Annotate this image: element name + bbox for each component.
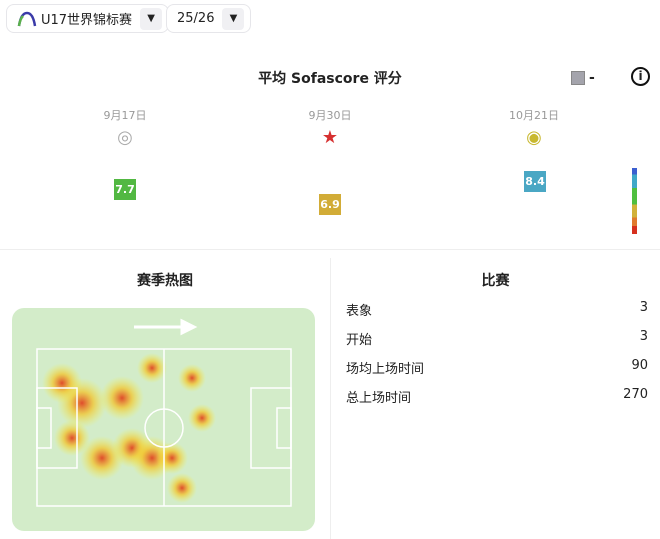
rating-title: 平均 Sofascore 评分 — [258, 71, 402, 87]
season-selector[interactable]: 25/26 ▼ — [166, 4, 252, 33]
match-date: 10月21日 — [509, 109, 559, 122]
stat-value: 3 — [639, 329, 648, 344]
rating-badge[interactable]: 8.4 — [524, 171, 546, 192]
heatmap-pitch — [12, 308, 315, 531]
stats-title: 比赛 — [481, 273, 510, 289]
stat-label: 总上场时间 — [346, 391, 412, 406]
season-value: 25/26 — [177, 11, 215, 26]
rating-badge[interactable]: 6.9 — [319, 194, 341, 215]
stat-row: 场均上场时间 90 — [346, 358, 648, 377]
rating-badge[interactable]: 7.7 — [114, 179, 136, 200]
stat-label: 开始 — [346, 333, 373, 348]
stat-row: 表象 3 — [346, 300, 648, 319]
heat-blobs — [42, 353, 216, 503]
stat-value: 90 — [631, 358, 648, 373]
stat-value: 270 — [623, 387, 648, 402]
rating-color-scale — [632, 168, 637, 234]
pitch-lines — [36, 348, 292, 507]
tournament-name: U17世界锦标赛 — [41, 13, 133, 28]
stat-value: 3 — [639, 300, 648, 315]
rating-legend: - — [571, 70, 595, 86]
divider — [330, 258, 331, 539]
stat-row: 开始 3 — [346, 329, 648, 348]
tournament-selector[interactable]: U17世界锦标赛 ▼ — [6, 4, 170, 33]
red-star-crest-icon: ★ — [321, 127, 339, 148]
chevron-down-icon[interactable]: ▼ — [222, 7, 245, 30]
divider — [0, 249, 660, 250]
info-icon[interactable]: i — [631, 67, 650, 86]
heatmap-title: 赛季热图 — [137, 273, 193, 289]
legend-swatch — [571, 71, 585, 85]
legend-value: - — [589, 70, 595, 86]
match-date: 9月30日 — [308, 109, 352, 122]
union-sg-crest-icon: ◉ — [526, 127, 542, 148]
match-1[interactable]: 9月17日 ◎ — [85, 107, 165, 151]
stat-label: 表象 — [346, 304, 373, 319]
ajax-crest-icon: ◎ — [117, 127, 133, 148]
stat-label: 场均上场时间 — [346, 362, 425, 377]
stat-row: 总上场时间 270 — [346, 387, 648, 406]
match-2[interactable]: 9月30日 ★ — [290, 107, 370, 151]
attack-direction-arrow — [134, 318, 198, 336]
chevron-down-icon[interactable]: ▼ — [140, 7, 163, 30]
tournament-logo-icon — [17, 11, 37, 26]
match-date: 9月17日 — [103, 109, 147, 122]
match-3[interactable]: 10月21日 ◉ — [494, 107, 574, 151]
